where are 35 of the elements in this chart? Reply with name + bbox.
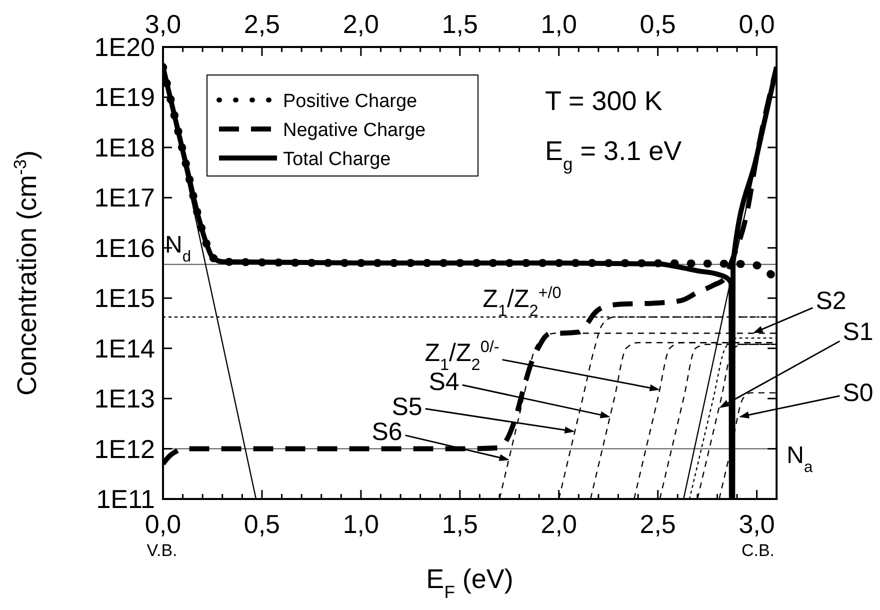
text: V.B. (146, 541, 178, 560)
annotation: S5 (392, 393, 422, 421)
ref-line-label: N$_{a}$ (786, 442, 813, 476)
y-tick-label: 1E17 (94, 182, 155, 213)
x-axis-title: E$_{F}$ (eV) (426, 564, 514, 602)
text: C.B. (741, 541, 775, 560)
x-tick-label: 1,0 (342, 509, 380, 539)
annotation: S2 (816, 287, 846, 315)
x-tick-label: 2,0 (540, 509, 577, 539)
x-tick-label: 3,0 (738, 509, 775, 539)
x2-tick-label: 0,5 (640, 9, 676, 39)
x2-tick-label: 0,0 (738, 9, 775, 39)
legend-label: Total Charge (283, 149, 391, 170)
annotation: T = 300 K (545, 86, 662, 116)
x-tick-label: 2,5 (640, 509, 676, 539)
x2-tick-label: 1,0 (540, 9, 577, 39)
y-tick-label: 1E14 (94, 333, 155, 364)
x-tick-label: 1,5 (442, 509, 478, 539)
x-tick-label: 0,5 (244, 509, 280, 539)
y-tick-label: 1E15 (94, 283, 155, 314)
y-tick-label: 1E16 (94, 232, 155, 263)
annotation: E$_{g}$ = 3.1 eV (545, 136, 682, 174)
y-tick-label: 1E19 (94, 82, 155, 112)
legend-label: Positive Charge (283, 91, 418, 112)
annotation: S1 (842, 318, 874, 346)
y-tick-label: 1E13 (94, 384, 155, 414)
x2-tick-label: 2,0 (342, 9, 380, 39)
annotation: S0 (842, 379, 874, 407)
y-tick-label: 1E18 (94, 132, 155, 162)
x2-tick-label: 2,5 (244, 9, 280, 39)
ref-line-label: N$_{d}$ (165, 231, 192, 265)
legend-label: Negative Charge (283, 120, 426, 141)
y-tick-label: 1E12 (94, 434, 155, 464)
x2-tick-label: 1,5 (442, 9, 478, 39)
annotation: S6 (372, 418, 402, 446)
